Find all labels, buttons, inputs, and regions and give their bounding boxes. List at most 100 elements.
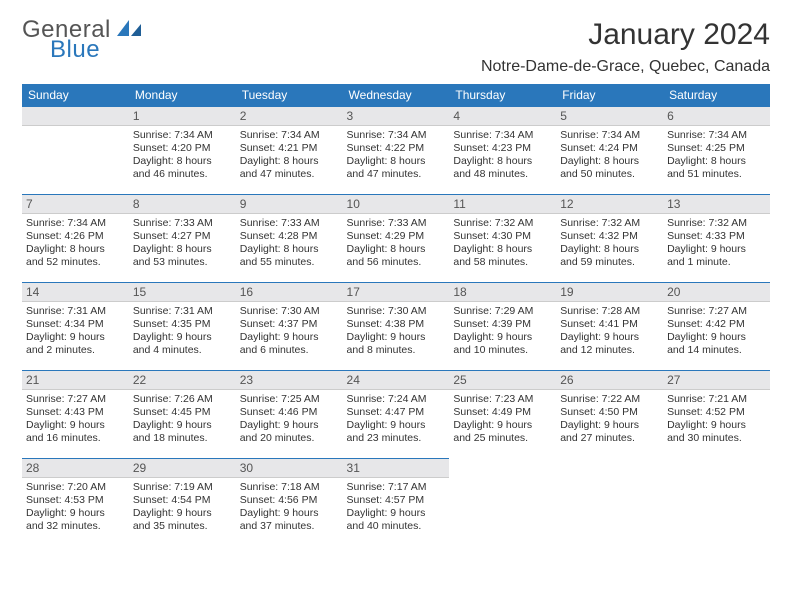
header: General Blue January 2024 Notre-Dame-de-… [22, 18, 770, 76]
sunrise-line: Sunrise: 7:34 AM [560, 129, 659, 142]
calendar-cell: 28Sunrise: 7:20 AMSunset: 4:53 PMDayligh… [22, 458, 129, 546]
sunset-line: Sunset: 4:56 PM [240, 494, 339, 507]
sunset-line: Sunset: 4:24 PM [560, 142, 659, 155]
sunset-line: Sunset: 4:54 PM [133, 494, 232, 507]
daylight-line: Daylight: 9 hours and 23 minutes. [347, 419, 446, 445]
sunset-line: Sunset: 4:49 PM [453, 406, 552, 419]
day-number-bar: 2 [236, 106, 343, 126]
day-info: Sunrise: 7:19 AMSunset: 4:54 PMDaylight:… [129, 478, 236, 534]
day-info: Sunrise: 7:32 AMSunset: 4:33 PMDaylight:… [663, 214, 770, 270]
sunrise-line: Sunrise: 7:31 AM [26, 305, 125, 318]
day-number-bar: 14 [22, 282, 129, 302]
sunset-line: Sunset: 4:50 PM [560, 406, 659, 419]
sunset-line: Sunset: 4:57 PM [347, 494, 446, 507]
calendar-cell [449, 458, 556, 546]
title-block: January 2024 Notre-Dame-de-Grace, Quebec… [481, 18, 770, 76]
calendar-week-row: 21Sunrise: 7:27 AMSunset: 4:43 PMDayligh… [22, 370, 770, 458]
day-info: Sunrise: 7:25 AMSunset: 4:46 PMDaylight:… [236, 390, 343, 446]
daylight-line: Daylight: 9 hours and 37 minutes. [240, 507, 339, 533]
day-info: Sunrise: 7:30 AMSunset: 4:38 PMDaylight:… [343, 302, 450, 358]
day-number-bar: 23 [236, 370, 343, 390]
daylight-line: Daylight: 9 hours and 8 minutes. [347, 331, 446, 357]
sunrise-line: Sunrise: 7:33 AM [240, 217, 339, 230]
sunrise-line: Sunrise: 7:19 AM [133, 481, 232, 494]
day-number-bar: 29 [129, 458, 236, 478]
day-info: Sunrise: 7:34 AMSunset: 4:24 PMDaylight:… [556, 126, 663, 182]
sunset-line: Sunset: 4:45 PM [133, 406, 232, 419]
day-number-bar: 17 [343, 282, 450, 302]
day-number-bar: 12 [556, 194, 663, 214]
calendar-table: SundayMondayTuesdayWednesdayThursdayFrid… [22, 84, 770, 546]
day-info: Sunrise: 7:20 AMSunset: 4:53 PMDaylight:… [22, 478, 129, 534]
daylight-line: Daylight: 9 hours and 2 minutes. [26, 331, 125, 357]
calendar-week-row: .1Sunrise: 7:34 AMSunset: 4:20 PMDayligh… [22, 106, 770, 194]
day-number-bar: 10 [343, 194, 450, 214]
weekday-header: Saturday [663, 84, 770, 106]
sunrise-line: Sunrise: 7:18 AM [240, 481, 339, 494]
daylight-line: Daylight: 8 hours and 51 minutes. [667, 155, 766, 181]
day-info: Sunrise: 7:34 AMSunset: 4:20 PMDaylight:… [129, 126, 236, 182]
weekday-header: Thursday [449, 84, 556, 106]
calendar-cell: 9Sunrise: 7:33 AMSunset: 4:28 PMDaylight… [236, 194, 343, 282]
day-number-bar: 8 [129, 194, 236, 214]
calendar-cell [556, 458, 663, 546]
calendar-cell: 19Sunrise: 7:28 AMSunset: 4:41 PMDayligh… [556, 282, 663, 370]
sunrise-line: Sunrise: 7:22 AM [560, 393, 659, 406]
calendar-cell: 10Sunrise: 7:33 AMSunset: 4:29 PMDayligh… [343, 194, 450, 282]
sunset-line: Sunset: 4:34 PM [26, 318, 125, 331]
daylight-line: Daylight: 9 hours and 16 minutes. [26, 419, 125, 445]
day-number-bar: 31 [343, 458, 450, 478]
sunset-line: Sunset: 4:23 PM [453, 142, 552, 155]
calendar-cell: 8Sunrise: 7:33 AMSunset: 4:27 PMDaylight… [129, 194, 236, 282]
sunrise-line: Sunrise: 7:31 AM [133, 305, 232, 318]
day-info: Sunrise: 7:34 AMSunset: 4:21 PMDaylight:… [236, 126, 343, 182]
sunrise-line: Sunrise: 7:23 AM [453, 393, 552, 406]
daylight-line: Daylight: 9 hours and 1 minute. [667, 243, 766, 269]
day-info: Sunrise: 7:32 AMSunset: 4:32 PMDaylight:… [556, 214, 663, 270]
sunrise-line: Sunrise: 7:34 AM [26, 217, 125, 230]
day-info: Sunrise: 7:24 AMSunset: 4:47 PMDaylight:… [343, 390, 450, 446]
day-number-bar: 28 [22, 458, 129, 478]
calendar-cell: 3Sunrise: 7:34 AMSunset: 4:22 PMDaylight… [343, 106, 450, 194]
sunrise-line: Sunrise: 7:34 AM [240, 129, 339, 142]
calendar-cell: 15Sunrise: 7:31 AMSunset: 4:35 PMDayligh… [129, 282, 236, 370]
calendar-cell: 11Sunrise: 7:32 AMSunset: 4:30 PMDayligh… [449, 194, 556, 282]
sunrise-line: Sunrise: 7:17 AM [347, 481, 446, 494]
day-info: Sunrise: 7:33 AMSunset: 4:27 PMDaylight:… [129, 214, 236, 270]
calendar-cell: 17Sunrise: 7:30 AMSunset: 4:38 PMDayligh… [343, 282, 450, 370]
daylight-line: Daylight: 8 hours and 46 minutes. [133, 155, 232, 181]
daylight-line: Daylight: 8 hours and 56 minutes. [347, 243, 446, 269]
calendar-header-row: SundayMondayTuesdayWednesdayThursdayFrid… [22, 84, 770, 106]
day-number-bar: 20 [663, 282, 770, 302]
calendar-cell [663, 458, 770, 546]
sunset-line: Sunset: 4:43 PM [26, 406, 125, 419]
sunrise-line: Sunrise: 7:34 AM [133, 129, 232, 142]
daylight-line: Daylight: 8 hours and 55 minutes. [240, 243, 339, 269]
calendar-cell: 23Sunrise: 7:25 AMSunset: 4:46 PMDayligh… [236, 370, 343, 458]
calendar-cell: 24Sunrise: 7:24 AMSunset: 4:47 PMDayligh… [343, 370, 450, 458]
day-info: Sunrise: 7:34 AMSunset: 4:25 PMDaylight:… [663, 126, 770, 182]
calendar-cell: 21Sunrise: 7:27 AMSunset: 4:43 PMDayligh… [22, 370, 129, 458]
weekday-header: Wednesday [343, 84, 450, 106]
calendar-cell: . [22, 106, 129, 194]
weekday-header: Monday [129, 84, 236, 106]
day-number-bar: 5 [556, 106, 663, 126]
sunrise-line: Sunrise: 7:29 AM [453, 305, 552, 318]
sunrise-line: Sunrise: 7:34 AM [347, 129, 446, 142]
calendar-week-row: 14Sunrise: 7:31 AMSunset: 4:34 PMDayligh… [22, 282, 770, 370]
day-number-bar: 15 [129, 282, 236, 302]
sunrise-line: Sunrise: 7:21 AM [667, 393, 766, 406]
day-info: Sunrise: 7:32 AMSunset: 4:30 PMDaylight:… [449, 214, 556, 270]
day-info: Sunrise: 7:27 AMSunset: 4:43 PMDaylight:… [22, 390, 129, 446]
sunset-line: Sunset: 4:32 PM [560, 230, 659, 243]
calendar-cell: 5Sunrise: 7:34 AMSunset: 4:24 PMDaylight… [556, 106, 663, 194]
calendar-body: .1Sunrise: 7:34 AMSunset: 4:20 PMDayligh… [22, 106, 770, 546]
weekday-header: Friday [556, 84, 663, 106]
logo: General Blue [22, 18, 143, 62]
sunset-line: Sunset: 4:21 PM [240, 142, 339, 155]
day-number-bar: 7 [22, 194, 129, 214]
day-info: Sunrise: 7:33 AMSunset: 4:29 PMDaylight:… [343, 214, 450, 270]
sunset-line: Sunset: 4:41 PM [560, 318, 659, 331]
sunrise-line: Sunrise: 7:25 AM [240, 393, 339, 406]
daylight-line: Daylight: 8 hours and 59 minutes. [560, 243, 659, 269]
